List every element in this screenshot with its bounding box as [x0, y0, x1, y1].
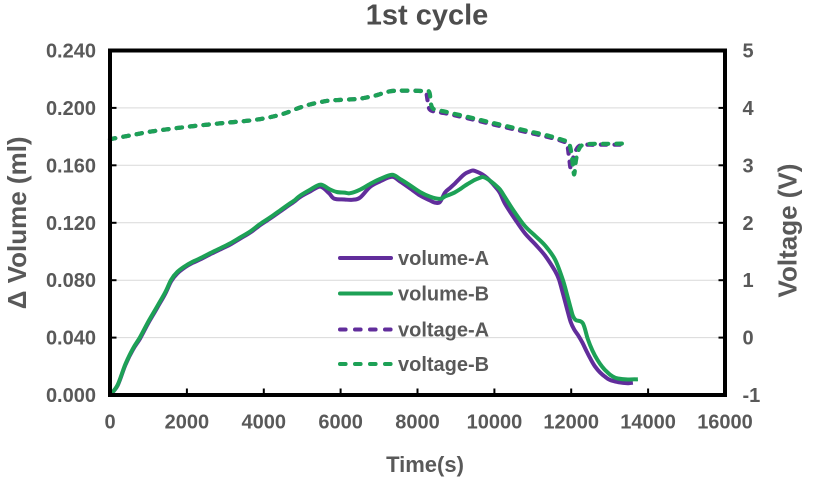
svg-text:Δ Volume (ml): Δ Volume (ml)	[2, 136, 32, 309]
svg-text:0: 0	[104, 412, 115, 434]
svg-text:4000: 4000	[242, 412, 287, 434]
svg-text:16000: 16000	[697, 412, 753, 434]
svg-text:0.200: 0.200	[46, 98, 96, 120]
svg-text:voltage-B: voltage-B	[398, 354, 489, 376]
svg-text:volume-A: volume-A	[398, 248, 489, 270]
svg-text:0: 0	[743, 328, 754, 350]
svg-text:2000: 2000	[165, 412, 210, 434]
svg-text:8000: 8000	[395, 412, 440, 434]
svg-text:0.120: 0.120	[46, 213, 96, 235]
svg-text:0.000: 0.000	[46, 385, 96, 407]
svg-text:10000: 10000	[467, 412, 523, 434]
svg-text:-1: -1	[743, 385, 761, 407]
svg-text:14000: 14000	[620, 412, 676, 434]
svg-text:volume-B: volume-B	[398, 284, 489, 306]
svg-text:0.040: 0.040	[46, 328, 96, 350]
svg-text:Time(s): Time(s)	[386, 452, 464, 477]
svg-text:4: 4	[743, 98, 755, 120]
svg-text:0.240: 0.240	[46, 41, 96, 63]
svg-text:voltage-A: voltage-A	[398, 320, 489, 342]
svg-text:5: 5	[743, 41, 754, 63]
svg-text:0.080: 0.080	[46, 270, 96, 292]
svg-text:2: 2	[743, 213, 754, 235]
svg-text:1st cycle: 1st cycle	[366, 0, 489, 32]
svg-text:3: 3	[743, 155, 754, 177]
svg-text:12000: 12000	[543, 412, 599, 434]
svg-text:0.160: 0.160	[46, 155, 96, 177]
svg-text:1: 1	[743, 270, 754, 292]
svg-text:Voltage (V): Voltage (V)	[773, 164, 803, 298]
svg-text:6000: 6000	[318, 412, 363, 434]
